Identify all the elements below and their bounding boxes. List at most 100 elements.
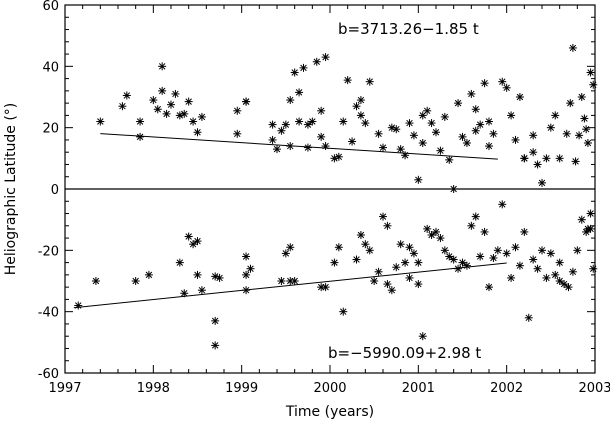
data-point-south [538, 246, 546, 255]
data-point-north [445, 155, 454, 164]
data-point-south [321, 283, 330, 292]
data-point-south [445, 252, 454, 261]
fit-lines [73, 133, 507, 309]
data-point-south [383, 221, 392, 230]
data-point-north [277, 126, 286, 135]
data-point-north [303, 120, 312, 129]
data-point-south [462, 261, 471, 270]
data-point-south [211, 341, 220, 350]
fit-annotation-north: b=3713.26−1.85 t [338, 20, 479, 38]
data-point-south [502, 249, 511, 258]
data-point-north [533, 160, 542, 169]
data-point-north [449, 185, 458, 193]
data-point-south [564, 283, 573, 292]
data-point-south [334, 243, 343, 252]
data-point-south [493, 246, 502, 255]
data-point-south [555, 258, 564, 267]
data-point-south [471, 212, 480, 221]
data-point-south [379, 212, 387, 221]
data-point-south [184, 232, 193, 241]
data-point-south [361, 240, 370, 249]
x-tick-label: 1998 [137, 381, 170, 396]
data-point-north [268, 120, 277, 129]
x-tick-label: 1997 [48, 381, 81, 396]
data-point-north [290, 68, 299, 77]
data-point-north [458, 132, 467, 141]
data-point-south [414, 280, 423, 289]
data-point-north [485, 117, 493, 126]
data-point-south [414, 258, 423, 267]
data-point-south [175, 258, 184, 267]
data-point-south [427, 231, 436, 239]
data-point-north [454, 99, 463, 108]
data-point-north [471, 105, 480, 114]
data-point-north [555, 154, 564, 163]
y-tick-label: 60 [42, 0, 59, 14]
x-tick-label: 2001 [402, 381, 435, 396]
data-point-south [352, 255, 361, 264]
data-point-south [586, 224, 595, 233]
data-point-north [189, 117, 198, 126]
data-point-south [215, 273, 224, 282]
data-point-north [365, 77, 374, 86]
data-point-north [343, 76, 352, 85]
data-point-south [515, 261, 524, 270]
data-point-north [321, 53, 330, 62]
data-point-south [193, 270, 202, 279]
y-axis-title: Heliographic Latitude (°) [3, 103, 19, 276]
data-point-north [562, 129, 571, 138]
data-point-south [180, 289, 189, 298]
data-point-north [136, 132, 145, 141]
data-point-north [295, 88, 304, 97]
x-tick-label: 2003 [578, 381, 610, 396]
x-tick-label: 2002 [490, 381, 523, 396]
data-point-north [153, 105, 162, 114]
data-point-south [573, 246, 582, 255]
data-point-south [511, 243, 520, 252]
data-point-north [467, 89, 476, 98]
data-point-north [317, 132, 326, 141]
data-point-north [520, 154, 529, 163]
data-point-north [361, 119, 370, 128]
data-point-north [96, 117, 105, 126]
data-point-north [162, 109, 171, 118]
data-point-south [423, 224, 432, 233]
data-point-north [538, 178, 546, 187]
data-point-north [580, 114, 589, 123]
data-point-north [233, 129, 242, 138]
data-point-south [339, 307, 348, 316]
data-point-south [409, 249, 418, 258]
data-point-north [436, 146, 445, 155]
y-tick-label: 20 [42, 122, 59, 137]
data-point-south [467, 221, 476, 230]
data-point-north [321, 142, 330, 151]
data-point-south [242, 270, 251, 279]
data-point-south [281, 249, 290, 258]
data-point-north [118, 102, 127, 111]
data-point-north [423, 106, 432, 115]
data-point-north [551, 111, 560, 120]
data-point-south [586, 209, 595, 218]
data-point-north [295, 117, 304, 126]
data-point-north [299, 63, 308, 72]
data-point-north [577, 93, 586, 101]
data-point-north [273, 145, 281, 154]
data-point-south [449, 255, 458, 264]
data-point-north [471, 126, 480, 135]
data-point-north [193, 128, 202, 137]
data-point-north [498, 77, 507, 86]
data-point-north [432, 128, 440, 137]
data-point-north [401, 151, 410, 160]
data-point-south [370, 277, 379, 285]
x-tick-label: 1999 [225, 381, 258, 396]
data-point-south [507, 273, 516, 282]
data-point-south [577, 215, 586, 224]
data-point-north [502, 83, 511, 92]
data-point-south [533, 264, 542, 273]
data-point-north [511, 135, 520, 144]
data-point-south [405, 273, 414, 282]
data-point-north [589, 80, 598, 89]
data-point-south [542, 273, 551, 282]
data-point-south [242, 252, 251, 261]
